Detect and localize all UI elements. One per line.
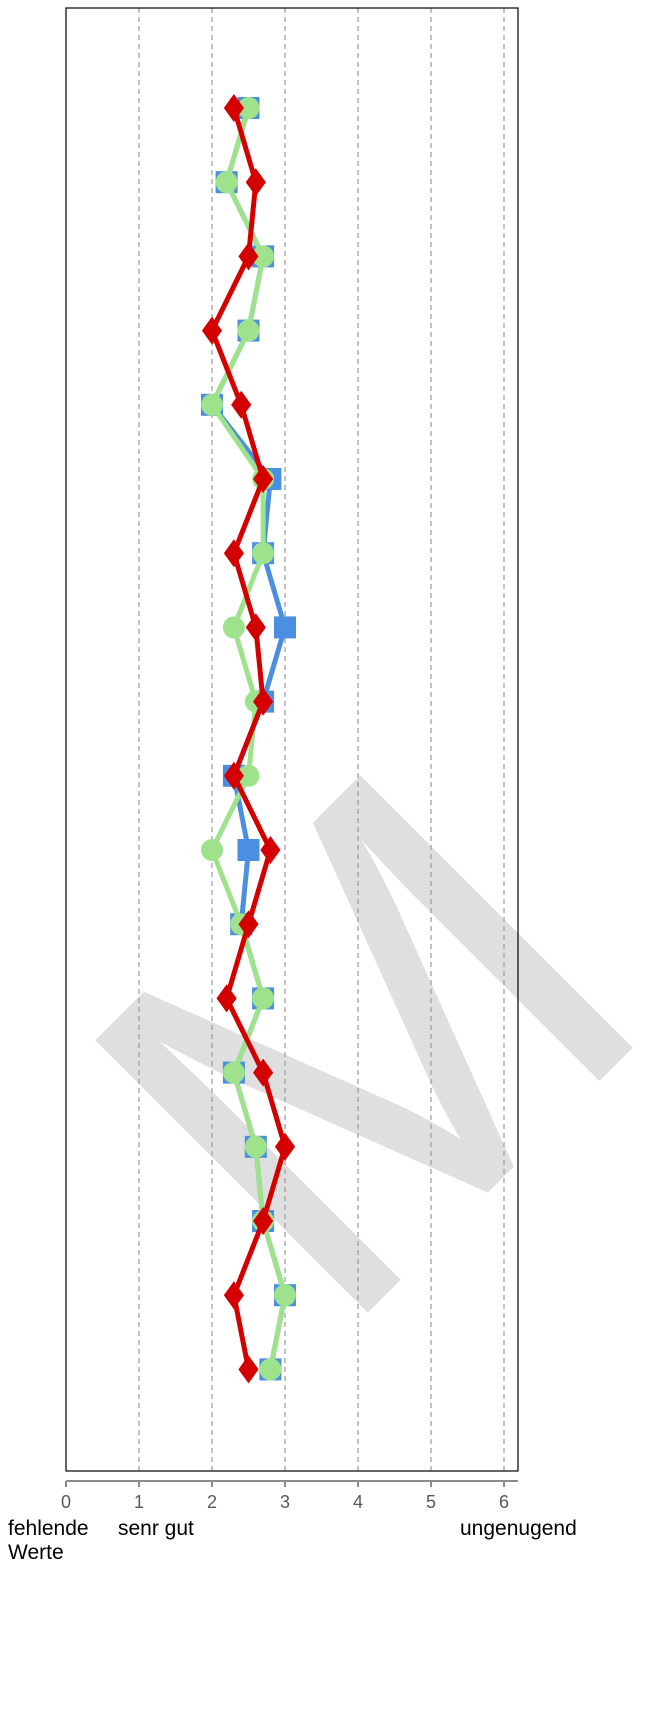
data-point-circle [222, 616, 245, 639]
data-point-diamond [238, 910, 259, 939]
plot-frame [65, 7, 519, 1472]
data-point-diamond [223, 94, 244, 122]
data-point-diamond [238, 242, 259, 271]
data-point-square [237, 839, 260, 861]
data-point-circle [259, 1358, 282, 1381]
scale-label-very-good: senr gut [118, 1517, 194, 1540]
x-tick-label: 2 [207, 1492, 217, 1512]
data-point-diamond [223, 761, 244, 790]
series-circle [201, 97, 296, 1381]
scale-label-insufficient: ungenugend [460, 1517, 577, 1540]
data-point-circle [201, 393, 223, 416]
data-point-circle [274, 1284, 296, 1307]
x-tick-label: 1 [134, 1492, 144, 1512]
data-point-circle [237, 97, 260, 119]
data-point-diamond [274, 1132, 296, 1161]
data-point-circle [237, 764, 260, 787]
data-point-diamond [223, 539, 244, 568]
x-tick-label: 4 [353, 1492, 363, 1512]
x-tick-label: 0 [61, 1492, 71, 1512]
data-point-diamond [260, 836, 281, 864]
data-point-circle [215, 171, 238, 194]
data-point-diamond [231, 390, 252, 419]
data-point-diamond [253, 1058, 274, 1087]
series-line [209, 107, 288, 1370]
data-point-square [274, 616, 296, 639]
data-point-circle [201, 839, 223, 861]
data-point-circle [252, 542, 275, 565]
data-point-diamond [201, 316, 223, 345]
grid-layer [138, 8, 505, 1471]
watermark-text: M [0, 657, 653, 1430]
data-point-diamond [253, 1207, 274, 1235]
data-point-circle [252, 987, 275, 1010]
x-tick-label: 6 [499, 1492, 509, 1512]
series-diamond [201, 94, 296, 1384]
x-tick-label: 5 [426, 1492, 436, 1512]
x-tick-label: 3 [280, 1492, 290, 1512]
data-point-diamond [253, 465, 274, 493]
data-point-diamond [245, 168, 266, 197]
data-point-diamond [216, 984, 237, 1013]
data-point-diamond [238, 1355, 259, 1384]
series-line [209, 107, 288, 1370]
data-point-diamond [253, 687, 274, 716]
watermark: M [0, 657, 653, 1430]
scale-label-missing: fehlende Werte [8, 1517, 89, 1564]
data-point-circle [252, 245, 275, 268]
data-point-circle [222, 1061, 245, 1084]
x-axis: 0 1 2 3 4 5 6 [61, 1480, 518, 1512]
data-point-diamond [245, 613, 266, 642]
series-layer [201, 94, 296, 1384]
data-point-circle [244, 1135, 267, 1158]
data-point-circle [237, 319, 260, 342]
data-point-diamond [223, 1281, 244, 1310]
